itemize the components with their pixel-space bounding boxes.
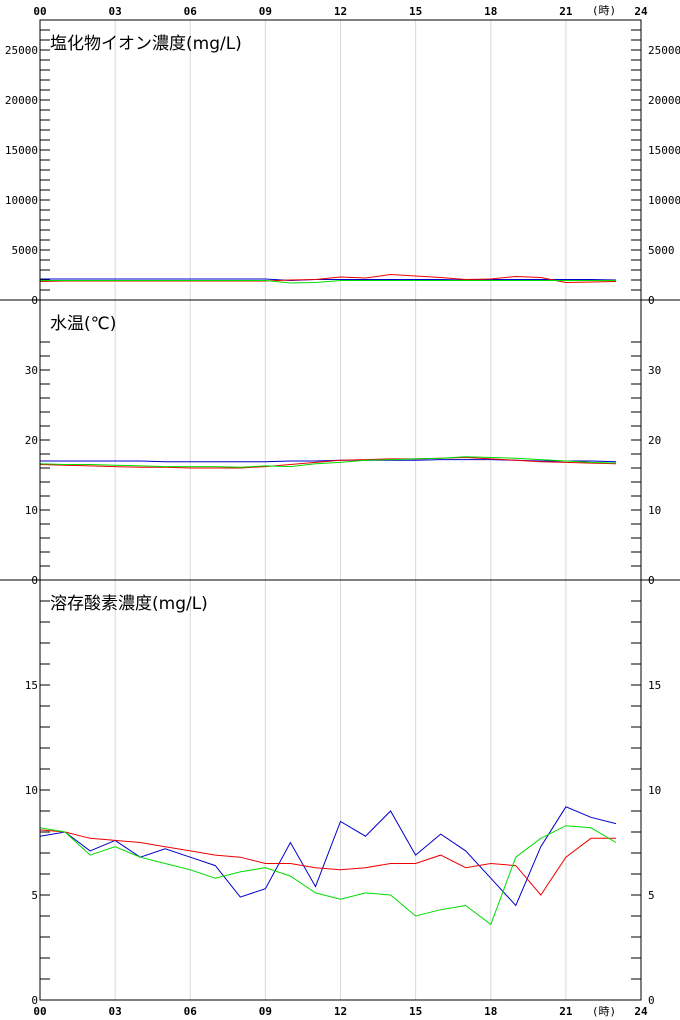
x-tick-label-top: 21	[559, 5, 573, 18]
y-tick-label-left: 25000	[5, 44, 38, 57]
x-tick-label-bottom: 18	[484, 1005, 497, 1018]
plot-frame	[39, 19, 642, 1001]
y-tick-label-left: 30	[25, 364, 38, 377]
y-tick-label-right: 10000	[648, 194, 680, 207]
y-tick-label-right: 0	[648, 994, 655, 1007]
y-tick-label-right: 5	[648, 889, 655, 902]
x-tick-label-bottom: 24	[634, 1005, 648, 1018]
y-tick-label-right: 15000	[648, 144, 680, 157]
x-tick-label-top: 00	[33, 5, 46, 18]
x-tick-label-top: 18	[484, 5, 497, 18]
series-line-blue	[40, 278, 617, 282]
y-tick-label-left: 5	[31, 889, 38, 902]
x-tick-label-bottom: 00	[33, 1005, 46, 1018]
y-tick-label-left: 0	[31, 994, 38, 1007]
x-unit-label-bottom: (時)	[592, 1005, 616, 1018]
series-line-green	[40, 280, 616, 284]
x-tick-label-top: 15	[409, 5, 422, 18]
panel-title: 水温(℃)	[50, 314, 116, 334]
x-tick-label-top: 24	[634, 5, 648, 18]
y-tick-label-right: 10	[648, 504, 661, 517]
panel-title: 塩化物イオン濃度(mg/L)	[50, 34, 242, 54]
x-tick-label-bottom: 03	[109, 1005, 122, 1018]
x-tick-label-top: 09	[259, 5, 272, 18]
x-tick-label-bottom: 12	[334, 1005, 347, 1018]
y-tick-label-left: 10000	[5, 194, 38, 207]
y-tick-label-left: 5000	[12, 244, 39, 257]
x-tick-label-bottom: 15	[409, 1005, 422, 1018]
y-tick-label-right: 30	[648, 364, 661, 377]
x-tick-label-top: 12	[334, 5, 347, 18]
series-line-green	[39, 825, 617, 926]
y-tick-label-right: 10	[648, 784, 661, 797]
y-tick-label-left: 10	[25, 784, 38, 797]
y-tick-label-left: 15000	[5, 144, 38, 157]
y-tick-label-left: 15	[25, 679, 38, 692]
y-tick-label-right: 15	[648, 679, 661, 692]
x-tick-label-top: 03	[109, 5, 122, 18]
panel-title: 溶存酸素濃度(mg/L)	[50, 594, 208, 614]
y-tick-label-left: 10	[25, 504, 38, 517]
y-tick-label-right: 5000	[648, 244, 675, 257]
y-tick-label-right: 20	[648, 434, 661, 447]
series-line-red	[39, 829, 616, 896]
x-tick-label-bottom: 09	[259, 1005, 272, 1018]
x-tick-label-bottom: 06	[184, 1005, 198, 1018]
y-tick-label-left: 20000	[5, 94, 38, 107]
x-tick-label-bottom: 21	[559, 1005, 573, 1018]
y-tick-label-right: 20000	[648, 94, 680, 107]
series-line-blue	[39, 806, 617, 907]
series-line-green	[39, 456, 617, 468]
y-tick-label-left: 20	[25, 434, 38, 447]
series-line-red	[39, 456, 617, 469]
x-tick-label-top: 06	[184, 5, 198, 18]
x-unit-label-top: (時)	[592, 4, 616, 17]
y-tick-label-right: 25000	[648, 44, 680, 57]
